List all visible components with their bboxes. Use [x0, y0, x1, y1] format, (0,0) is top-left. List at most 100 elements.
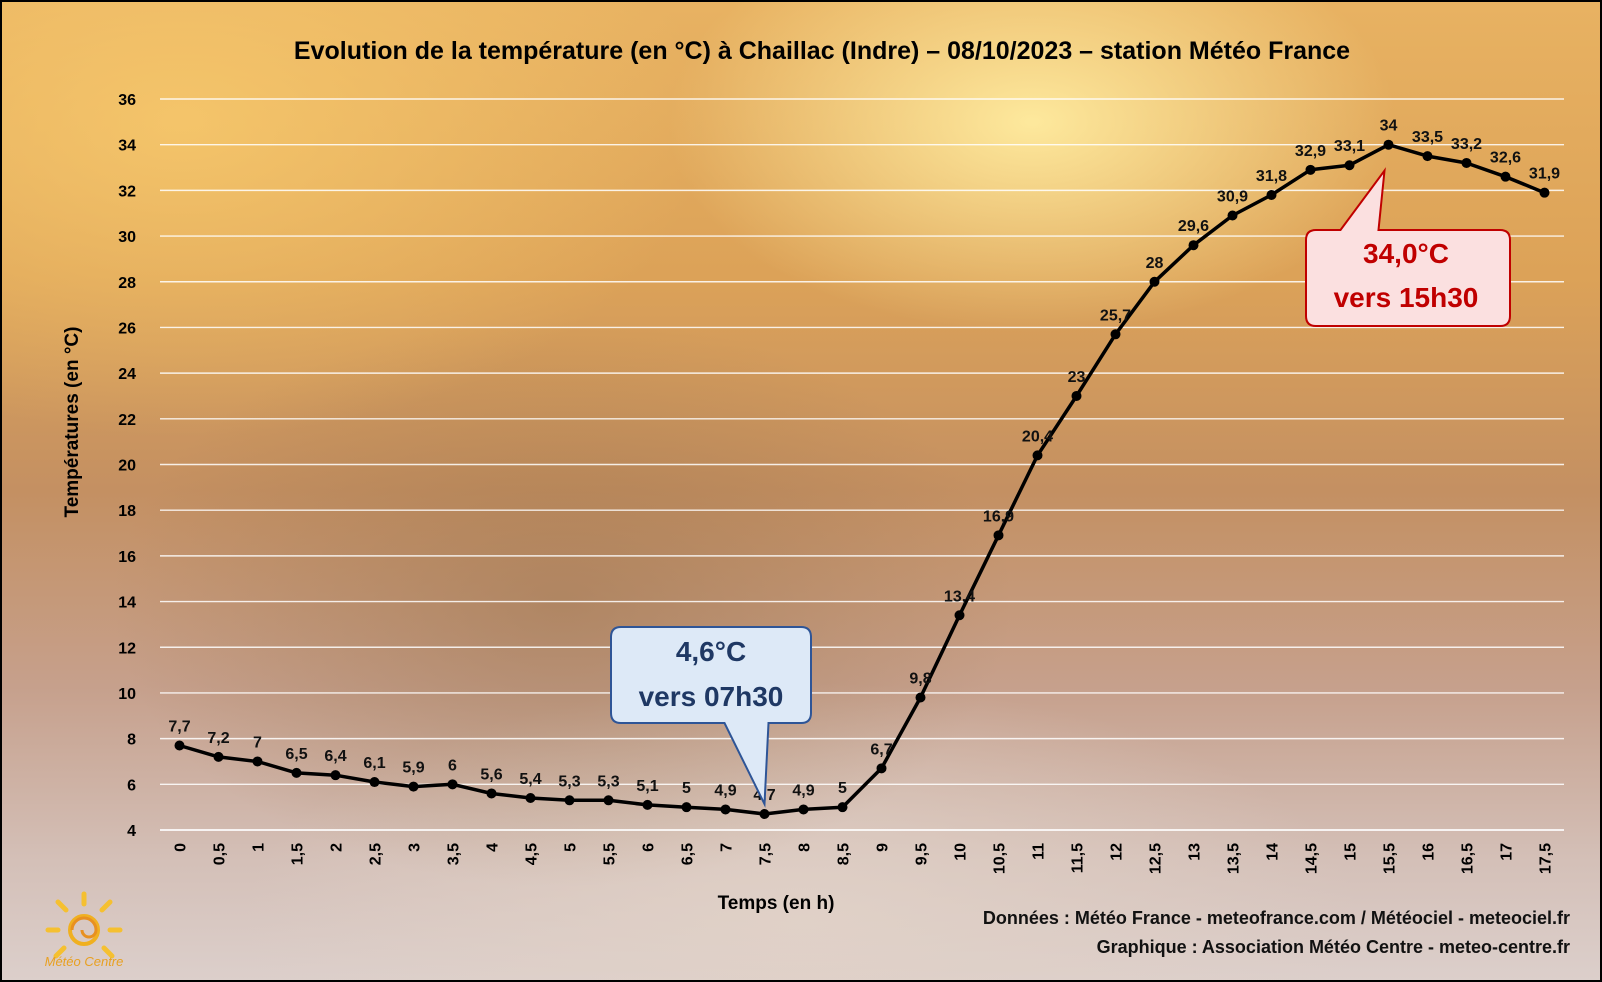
x-axis-title: Temps (en h) — [718, 893, 835, 914]
data-label: 6 — [448, 757, 457, 774]
y-tick-label: 22 — [118, 412, 136, 429]
data-point — [330, 770, 341, 781]
x-tick-label: 1,5 — [290, 843, 307, 865]
data-point — [837, 802, 848, 813]
x-tick-label: 8 — [797, 843, 814, 852]
data-point — [525, 793, 536, 804]
data-label: 30,9 — [1217, 189, 1248, 206]
data-point — [1461, 157, 1472, 168]
data-label: 6,7 — [870, 741, 892, 758]
y-axis-ticks: 4 6 8 10 12 14 16 18 20 22 24 26 28 30 32 34 36 — [118, 92, 136, 840]
sun-icon — [45, 891, 123, 959]
x-tick-label: 17 — [1499, 843, 1516, 861]
data-label: 29,6 — [1178, 218, 1209, 235]
x-tick-label: 4,5 — [524, 843, 541, 865]
y-tick-label: 4 — [127, 823, 136, 840]
x-tick-label: 7,5 — [758, 843, 775, 865]
data-label: 7,7 — [168, 718, 190, 735]
data-labels: 7,7 7,2 7 6,5 6,4 6,1 5,9 6 5,6 5,4 5,3 5,3 5,1 5 4,9 4… — [168, 118, 1560, 804]
data-label: 5,3 — [558, 773, 580, 790]
data-label: 32,6 — [1490, 150, 1521, 167]
x-tick-label: 6,5 — [680, 843, 697, 865]
gridlines — [160, 98, 1564, 831]
credits-graphic-author: Graphique : Association Météo Centre - m… — [1097, 937, 1570, 957]
data-label: 7 — [253, 734, 262, 751]
x-tick-label: 16,5 — [1460, 843, 1477, 874]
data-label: 5,1 — [636, 778, 658, 795]
temperature-line — [179, 142, 1546, 816]
y-tick-label: 30 — [118, 229, 136, 246]
data-point — [369, 777, 380, 788]
y-tick-label: 28 — [118, 275, 136, 292]
x-tick-label: 16 — [1421, 843, 1438, 861]
y-tick-label: 34 — [118, 138, 136, 155]
x-tick-label: 9 — [875, 843, 892, 852]
data-label: 7,2 — [207, 730, 229, 747]
x-tick-label: 5 — [563, 843, 580, 852]
data-point — [954, 610, 965, 621]
max-temperature-callout: 34,0°C vers 15h30 — [1305, 167, 1511, 327]
data-label: 9,8 — [909, 671, 931, 688]
min-temperature-callout: 4,6°C vers 07h30 — [610, 626, 812, 808]
data-point — [1110, 329, 1121, 340]
y-tick-label: 18 — [118, 503, 136, 520]
y-tick-label: 20 — [118, 458, 136, 475]
data-point — [174, 740, 185, 751]
x-tick-label: 11 — [1031, 843, 1048, 860]
data-point — [213, 751, 224, 762]
data-point — [1032, 450, 1043, 461]
x-axis-ticks: 0 0,5 1 1,5 2 2,5 3 3,5 4 4,5 5 5,5 6 6,5 7 7,5 8 8,5 9 9,5… — [173, 843, 1555, 874]
x-tick-label: 0 — [173, 843, 190, 852]
data-point — [798, 804, 809, 815]
x-tick-label: 0,5 — [212, 843, 229, 865]
data-point — [1227, 210, 1238, 221]
data-label: 5 — [682, 780, 691, 797]
x-tick-label: 3,5 — [446, 843, 463, 865]
x-tick-label: 10 — [953, 843, 970, 861]
credits-data-source: Données : Météo France - meteofrance.com… — [983, 908, 1570, 928]
data-label: 16,9 — [983, 508, 1014, 525]
y-tick-label: 14 — [118, 595, 136, 612]
data-point — [876, 763, 887, 774]
data-label: 33,1 — [1334, 138, 1365, 155]
x-tick-label: 12,5 — [1148, 843, 1165, 874]
data-label: 5,9 — [402, 760, 424, 777]
x-tick-label: 14,5 — [1304, 843, 1321, 874]
y-tick-label: 8 — [127, 732, 136, 749]
data-point — [1188, 240, 1199, 251]
data-label: 5,6 — [480, 766, 502, 783]
data-label: 31,8 — [1256, 168, 1287, 185]
y-tick-label: 10 — [118, 686, 136, 703]
x-tick-label: 13 — [1187, 843, 1204, 861]
x-tick-label: 1 — [251, 843, 268, 852]
data-label: 34 — [1380, 118, 1398, 135]
data-label: 13,4 — [944, 588, 975, 605]
data-label: 6,4 — [324, 748, 346, 765]
data-point — [252, 756, 263, 767]
data-point — [1422, 151, 1433, 162]
data-point — [564, 795, 575, 806]
y-axis-title: Températures (en °C) — [62, 327, 83, 518]
x-tick-label: 2 — [329, 843, 346, 852]
min-callout-box — [610, 626, 812, 808]
x-tick-label: 3 — [407, 843, 424, 852]
data-label: 4,9 — [714, 782, 736, 799]
x-tick-label: 11,5 — [1070, 843, 1087, 873]
x-tick-label: 10,5 — [992, 843, 1009, 874]
temperature-series — [174, 139, 1550, 820]
data-point — [993, 530, 1004, 541]
data-label: 33,5 — [1412, 129, 1443, 146]
x-tick-label: 5,5 — [602, 843, 619, 865]
data-point — [603, 795, 614, 806]
x-tick-label: 15,5 — [1382, 843, 1399, 874]
data-point — [447, 779, 458, 790]
data-point — [759, 809, 770, 820]
y-tick-label: 36 — [118, 92, 136, 109]
data-point — [1149, 276, 1160, 287]
data-point — [1071, 390, 1082, 401]
data-point — [1305, 164, 1316, 175]
data-label: 32,9 — [1295, 143, 1326, 160]
x-tick-label: 13,5 — [1226, 843, 1243, 874]
